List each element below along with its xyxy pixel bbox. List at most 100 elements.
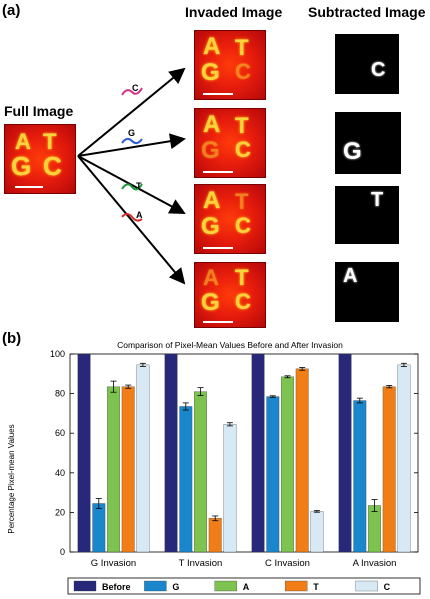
panel-b-label: (b): [2, 330, 22, 347]
letter-c: C: [43, 151, 62, 181]
legend-label-before: Before: [102, 582, 131, 592]
invaded-image-c: A T G C: [194, 30, 266, 100]
bar-t: [295, 368, 309, 553]
bar-t: [208, 518, 222, 553]
subtracted-letter: G: [343, 138, 362, 165]
strand-a-label: A: [136, 210, 143, 220]
letter-c: C: [235, 213, 251, 238]
bar-g: [266, 396, 280, 553]
y-tick-label: 60: [55, 428, 65, 438]
letter-a: A: [15, 129, 31, 154]
bar-before: [338, 353, 352, 553]
scale-bar: [203, 171, 233, 173]
bar-chart: Comparison of Pixel-Mean Values Before a…: [7, 340, 421, 595]
strand-g: [121, 137, 143, 145]
y-tick-label: 40: [55, 468, 65, 478]
x-tick-label: C Invasion: [265, 558, 310, 569]
subtracted-image-t: T: [335, 186, 399, 244]
y-tick-label: 20: [55, 507, 65, 517]
full-image-title: Full Image: [4, 103, 74, 119]
subtracted-letter: A: [343, 265, 358, 287]
letter-t: T: [235, 189, 249, 214]
legend-label-t: T: [313, 582, 319, 592]
plot-area: 0 20 40 60 80 100 G Invasion T Invasion C Invasi…: [50, 349, 419, 569]
letter-t: T: [235, 265, 249, 290]
legend-swatch-before: [73, 580, 97, 592]
strand-t-label: T: [136, 181, 142, 191]
bar-t: [121, 386, 135, 553]
plot-frame: [69, 353, 419, 553]
subtracted-image-c: C: [335, 34, 399, 94]
legend-label-g: G: [172, 582, 179, 592]
bar-c: [310, 511, 324, 553]
letter-a: A: [203, 265, 219, 290]
letter-g: G: [201, 137, 220, 164]
letter-a: A: [203, 187, 221, 214]
bar-t: [382, 386, 396, 553]
y-tick-label: 0: [60, 547, 65, 557]
strand-a: [121, 213, 143, 222]
arrow-to-c-invasion: [77, 67, 186, 157]
invaded-image-title: Invaded Image: [185, 4, 283, 20]
strand-c-label: C: [132, 83, 139, 93]
chart-title: Comparison of Pixel-Mean Values Before a…: [117, 340, 343, 350]
arrow-to-a-invasion: [77, 155, 186, 285]
letter-c: C: [235, 137, 251, 162]
subtracted-letter: C: [371, 59, 386, 81]
letter-g: G: [201, 59, 220, 86]
scale-bar: [15, 186, 43, 188]
invaded-image-a: A T G C: [194, 262, 266, 328]
bar-g: [179, 406, 193, 553]
bar-before: [164, 353, 178, 553]
letter-t: T: [235, 35, 249, 60]
legend: Before G A T C: [67, 577, 421, 595]
scale-bar: [203, 93, 233, 95]
y-axis-label: Percentage Pixel-mean Values: [7, 424, 16, 533]
y-tick-label: 100: [50, 349, 65, 359]
subtracted-image-a: A: [335, 262, 399, 322]
scale-bar: [203, 247, 233, 249]
legend-swatch-g: [144, 580, 167, 592]
letter-a: A: [203, 33, 221, 60]
letter-c: C: [235, 59, 251, 84]
full-image: A T G C: [4, 124, 76, 194]
letter-c: C: [235, 289, 251, 314]
bar-before: [77, 353, 91, 553]
y-tick-label: 80: [55, 389, 65, 399]
arrow-to-t-invasion: [77, 155, 186, 214]
subtracted-image-g: G: [335, 112, 401, 174]
bar-c: [136, 364, 150, 553]
bar-c: [223, 424, 237, 553]
bar-before: [251, 353, 265, 553]
x-tick-label: T Invasion: [179, 558, 223, 569]
panel-a-label: (a): [2, 2, 21, 19]
bar-a: [368, 505, 381, 553]
legend-swatch-t: [285, 580, 308, 592]
letter-g: G: [201, 289, 220, 316]
bar-a: [194, 391, 207, 553]
letter-g: G: [11, 151, 32, 181]
subtracted-letter: T: [371, 189, 384, 211]
strand-c: [121, 87, 143, 96]
arrow-to-g-invasion: [77, 133, 186, 157]
legend-label-c: C: [384, 582, 391, 592]
legend-swatch-a: [214, 580, 237, 592]
subtracted-image-title: Subtracted Image: [308, 4, 426, 20]
bar-g: [92, 503, 106, 553]
letter-g: G: [201, 213, 220, 240]
x-tick-label: G Invasion: [91, 558, 136, 569]
letter-a: A: [203, 111, 221, 138]
letter-t: T: [43, 129, 57, 154]
bar-c: [397, 364, 411, 553]
bar-g: [353, 400, 367, 553]
strand-t: [121, 183, 143, 191]
invasion-arrows: [77, 67, 186, 285]
bar-a: [107, 386, 120, 553]
legend-label-a: A: [243, 582, 250, 592]
strand-g-label: G: [128, 128, 136, 138]
letter-t: T: [235, 113, 249, 138]
legend-swatch-c: [355, 580, 378, 592]
invaded-image-g: A T G C: [194, 108, 266, 178]
scale-bar: [203, 321, 233, 323]
invaded-image-t: A T G C: [194, 184, 266, 254]
